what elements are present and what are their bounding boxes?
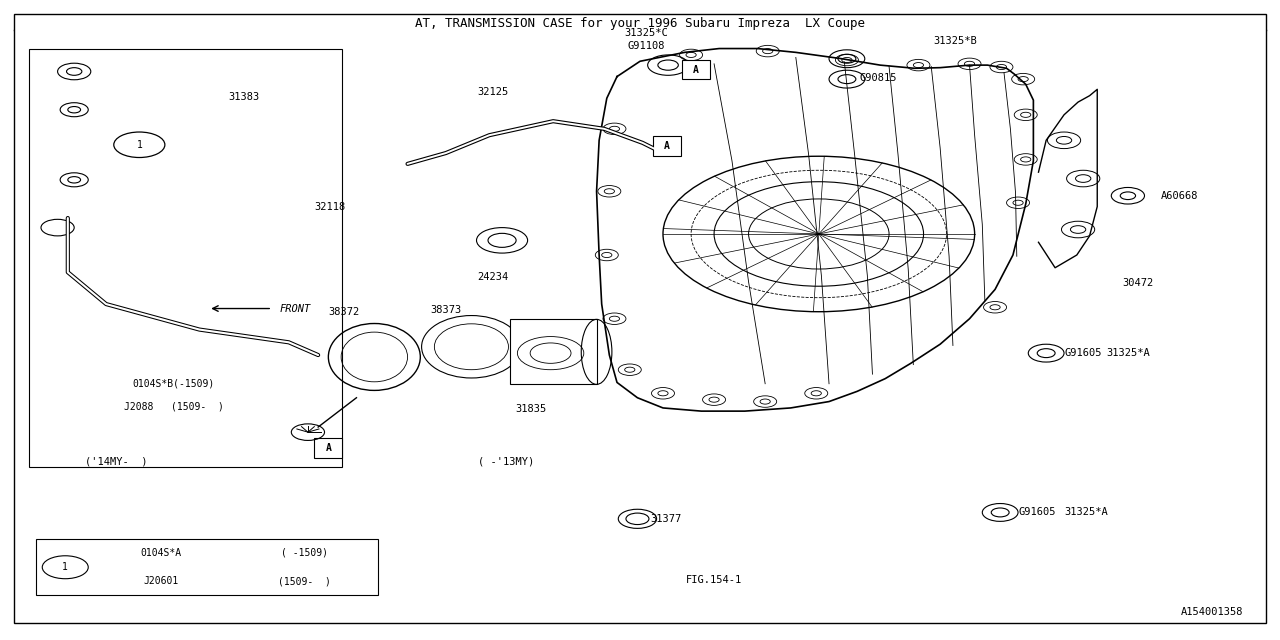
Text: 31325*A: 31325*A	[1064, 508, 1107, 518]
Text: 1: 1	[137, 140, 142, 150]
Polygon shape	[596, 49, 1033, 411]
Text: 31325*B: 31325*B	[934, 36, 978, 46]
Bar	[36, 540, 378, 595]
Text: 31835: 31835	[516, 404, 547, 414]
Text: A: A	[664, 141, 669, 151]
Text: 32125: 32125	[477, 87, 508, 97]
Text: G91605: G91605	[1064, 348, 1102, 358]
Bar	[29, 49, 343, 467]
Text: 38373: 38373	[430, 305, 462, 315]
Text: ( -'13MY): ( -'13MY)	[477, 456, 534, 467]
Text: 31325*A: 31325*A	[1106, 348, 1149, 358]
Text: G90815: G90815	[860, 73, 897, 83]
Bar	[384, 49, 672, 467]
Text: G91108: G91108	[627, 41, 666, 51]
Bar	[653, 136, 681, 156]
Text: 1: 1	[63, 563, 68, 572]
Bar	[509, 319, 596, 384]
Text: (1509-  ): (1509- )	[278, 576, 330, 586]
Text: 32118: 32118	[315, 202, 346, 212]
Text: 30472: 30472	[1123, 278, 1155, 288]
Text: 0104S*A: 0104S*A	[141, 548, 182, 557]
Text: J20601: J20601	[143, 576, 179, 586]
Bar	[315, 438, 343, 458]
Text: A60668: A60668	[1161, 191, 1198, 201]
Text: G91605: G91605	[1018, 508, 1056, 518]
Text: A154001358: A154001358	[1180, 607, 1243, 617]
Text: A: A	[325, 443, 332, 453]
Text: A: A	[694, 65, 699, 75]
Polygon shape	[1038, 90, 1097, 268]
Text: 31325*C: 31325*C	[625, 28, 668, 38]
Text: 31383: 31383	[229, 92, 260, 102]
Text: ( -1509): ( -1509)	[280, 548, 328, 557]
Text: AT, TRANSMISSION CASE for your 1996 Subaru Impreza  LX Coupe: AT, TRANSMISSION CASE for your 1996 Suba…	[415, 17, 865, 30]
Text: ('14MY-  ): ('14MY- )	[84, 456, 147, 467]
Text: 0104S*B(-1509): 0104S*B(-1509)	[133, 379, 215, 388]
Text: 24234: 24234	[477, 271, 508, 282]
Bar	[682, 60, 710, 79]
Text: FIG.154-1: FIG.154-1	[686, 575, 742, 585]
Text: FRONT: FRONT	[280, 303, 311, 314]
Text: 38372: 38372	[328, 307, 360, 317]
Text: 31377: 31377	[650, 514, 681, 524]
Text: J2088   (1509-  ): J2088 (1509- )	[124, 401, 224, 411]
